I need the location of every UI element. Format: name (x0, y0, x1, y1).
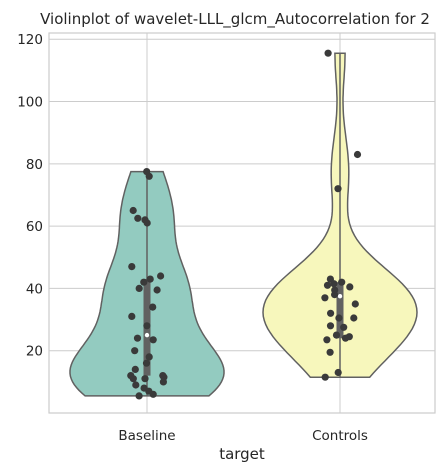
data-point (153, 286, 161, 294)
data-point (131, 365, 139, 373)
data-point (351, 300, 359, 308)
data-point (332, 331, 341, 339)
data-point (327, 309, 335, 317)
data-point (131, 347, 139, 355)
data-point (149, 390, 157, 398)
x-axis-ticks: Baseline Controls (118, 428, 368, 444)
data-point (323, 336, 331, 344)
x-tick-label: Baseline (118, 428, 175, 444)
data-point (145, 172, 153, 180)
data-point (128, 312, 136, 320)
violin-iqr-box (336, 282, 344, 339)
plot-frame (48, 32, 436, 414)
data-point (335, 314, 343, 322)
data-point (128, 263, 136, 271)
data-point (143, 322, 151, 330)
data-point (326, 322, 335, 330)
y-tick-label: 20 (26, 344, 43, 360)
x-axis-label: target (219, 445, 265, 463)
data-point (133, 334, 142, 342)
data-point (132, 381, 140, 389)
x-tick-label: Controls (312, 428, 368, 444)
data-point (129, 206, 137, 215)
data-point (140, 278, 148, 286)
y-tick-label: 80 (26, 157, 43, 173)
y-tick-label: 40 (26, 281, 43, 297)
y-tick-label: 120 (17, 32, 43, 48)
data-point (135, 284, 143, 292)
data-point (331, 291, 339, 299)
data-point (149, 336, 157, 344)
data-point (334, 368, 342, 377)
data-point (324, 49, 332, 57)
data-point (326, 348, 334, 356)
data-point (142, 359, 151, 367)
data-point (146, 275, 154, 283)
violins (69, 52, 418, 397)
data-point (157, 272, 165, 280)
data-point (323, 281, 332, 289)
data-point (135, 392, 143, 400)
y-tick-label: 100 (17, 95, 43, 111)
data-point (149, 303, 157, 311)
data-point (134, 214, 142, 222)
data-point (321, 373, 329, 381)
data-point (159, 378, 167, 386)
y-axis-ticks: 20 40 60 80 100 120 (17, 32, 43, 359)
data-point (353, 150, 362, 159)
data-point (330, 280, 338, 288)
data-point (346, 283, 354, 291)
chart-title: Violinplot of wavelet-LLL_glcm_Autocorre… (40, 10, 430, 29)
data-point (321, 294, 329, 302)
data-point (341, 334, 350, 342)
data-point (129, 375, 137, 383)
violin-median (144, 332, 150, 338)
data-point (338, 278, 346, 286)
violin-median (337, 293, 343, 299)
data-point (145, 353, 153, 361)
data-point (141, 375, 149, 383)
data-point (350, 314, 358, 322)
data-point (143, 219, 151, 227)
data-point (334, 185, 342, 193)
data-points (127, 49, 362, 400)
y-tick-label: 60 (26, 219, 43, 235)
data-point (340, 323, 348, 331)
